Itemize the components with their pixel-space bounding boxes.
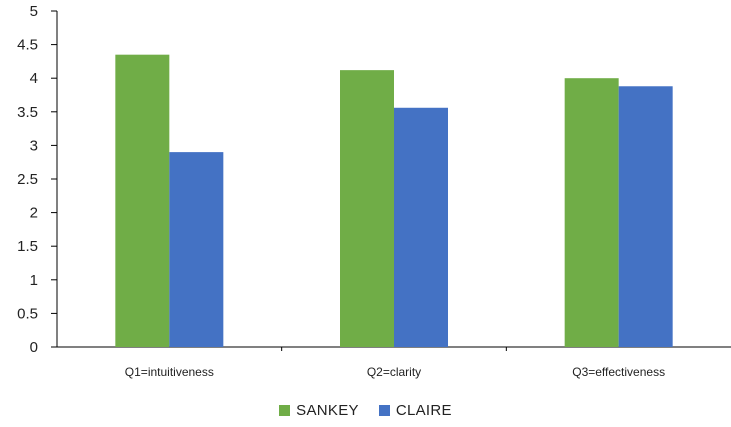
bar-sankey-1 <box>115 54 170 348</box>
y-tick-label: 3 <box>30 137 38 154</box>
x-category-label: Q1=intuitiveness <box>125 365 214 379</box>
y-tick-label: 0 <box>30 339 38 356</box>
legend: SANKEY CLAIRE <box>0 402 731 419</box>
y-tick-label: 2 <box>30 205 38 222</box>
bar-claire-1 <box>169 152 224 347</box>
y-tick-label: 1 <box>30 272 38 289</box>
y-tick-label: 5 <box>30 3 38 20</box>
legend-label-claire: CLAIRE <box>395 402 452 419</box>
legend-swatch-claire <box>378 405 390 416</box>
bar-claire-3 <box>618 86 673 347</box>
y-tick-label: 4 <box>30 70 38 87</box>
y-tick-label: 2.5 <box>17 171 38 188</box>
y-tick-label: 3.5 <box>17 104 38 121</box>
bar-sankey-2 <box>340 70 394 348</box>
x-category-label: Q3=effectiveness <box>572 365 665 379</box>
bar-sankey-3 <box>564 78 619 347</box>
y-tick-label: 0.5 <box>17 305 38 322</box>
legend-label-sankey: SANKEY <box>296 402 359 419</box>
legend-item-claire: CLAIRE <box>378 402 452 419</box>
y-tick-label: 4.5 <box>17 37 38 54</box>
x-category-label: Q2=clarity <box>367 365 421 379</box>
y-tick-label: 1.5 <box>17 238 38 255</box>
bar-claire-2 <box>394 107 448 347</box>
legend-swatch-sankey <box>279 405 291 416</box>
legend-item-sankey: SANKEY <box>279 402 359 419</box>
